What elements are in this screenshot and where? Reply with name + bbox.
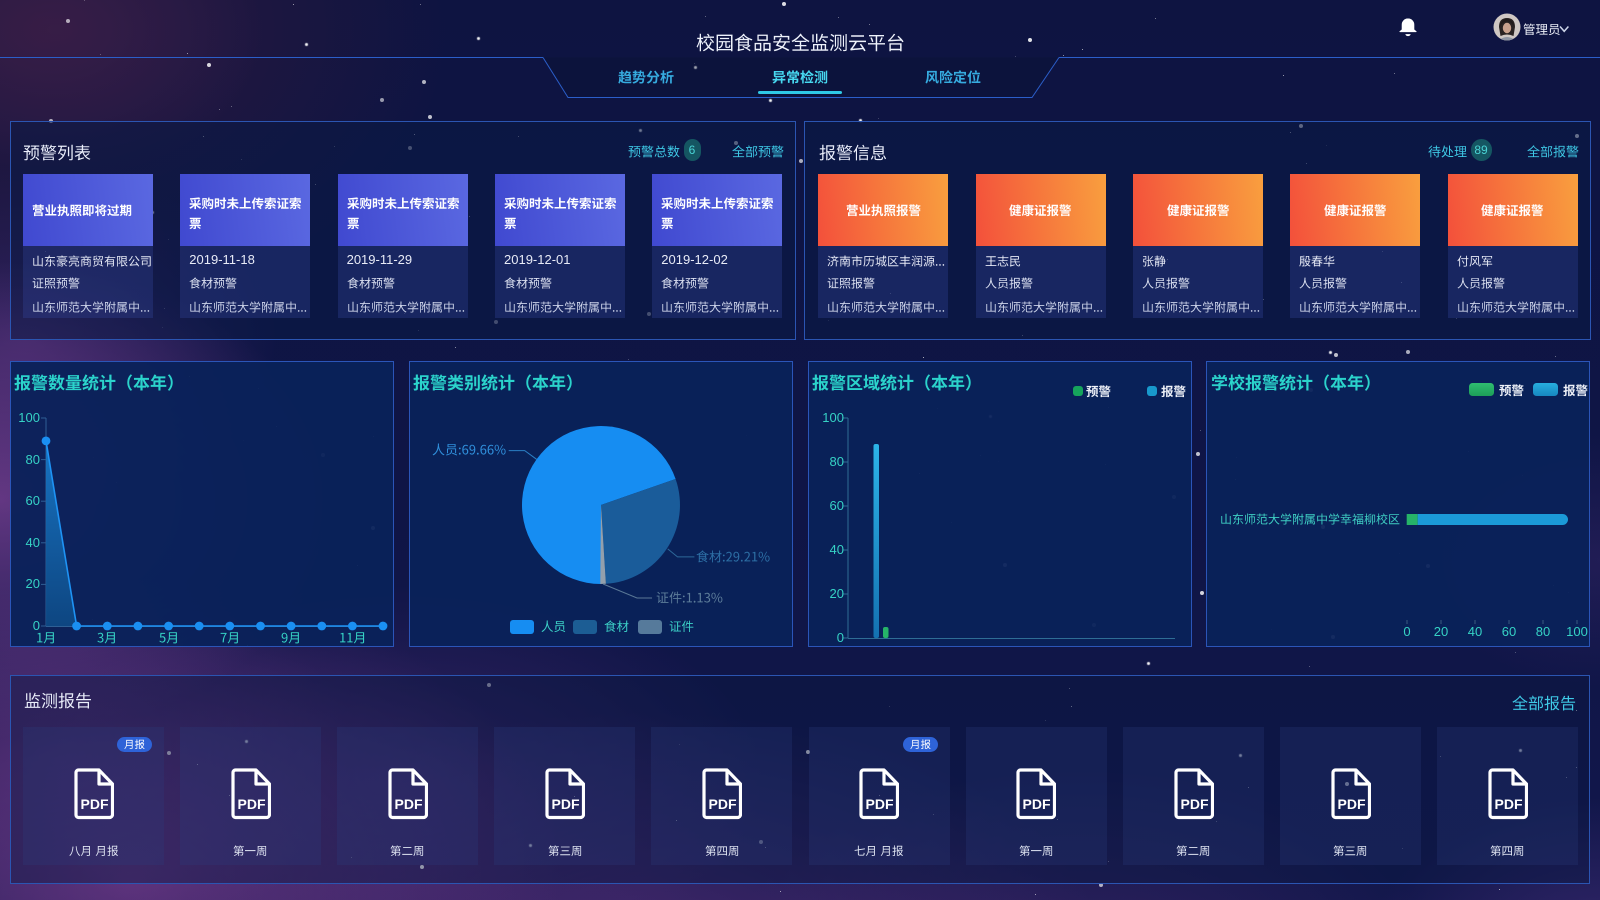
svg-text:PDF: PDF bbox=[1337, 796, 1365, 812]
svg-text:PDF: PDF bbox=[1023, 796, 1051, 812]
svg-text:PDF: PDF bbox=[80, 796, 108, 812]
svg-text:PDF: PDF bbox=[1494, 796, 1522, 812]
svg-text:PDF: PDF bbox=[709, 796, 737, 812]
svg-text:PDF: PDF bbox=[395, 796, 423, 812]
svg-text:PDF: PDF bbox=[552, 796, 580, 812]
svg-text:PDF: PDF bbox=[866, 796, 894, 812]
svg-text:PDF: PDF bbox=[1180, 796, 1208, 812]
svg-text:PDF: PDF bbox=[237, 796, 265, 812]
